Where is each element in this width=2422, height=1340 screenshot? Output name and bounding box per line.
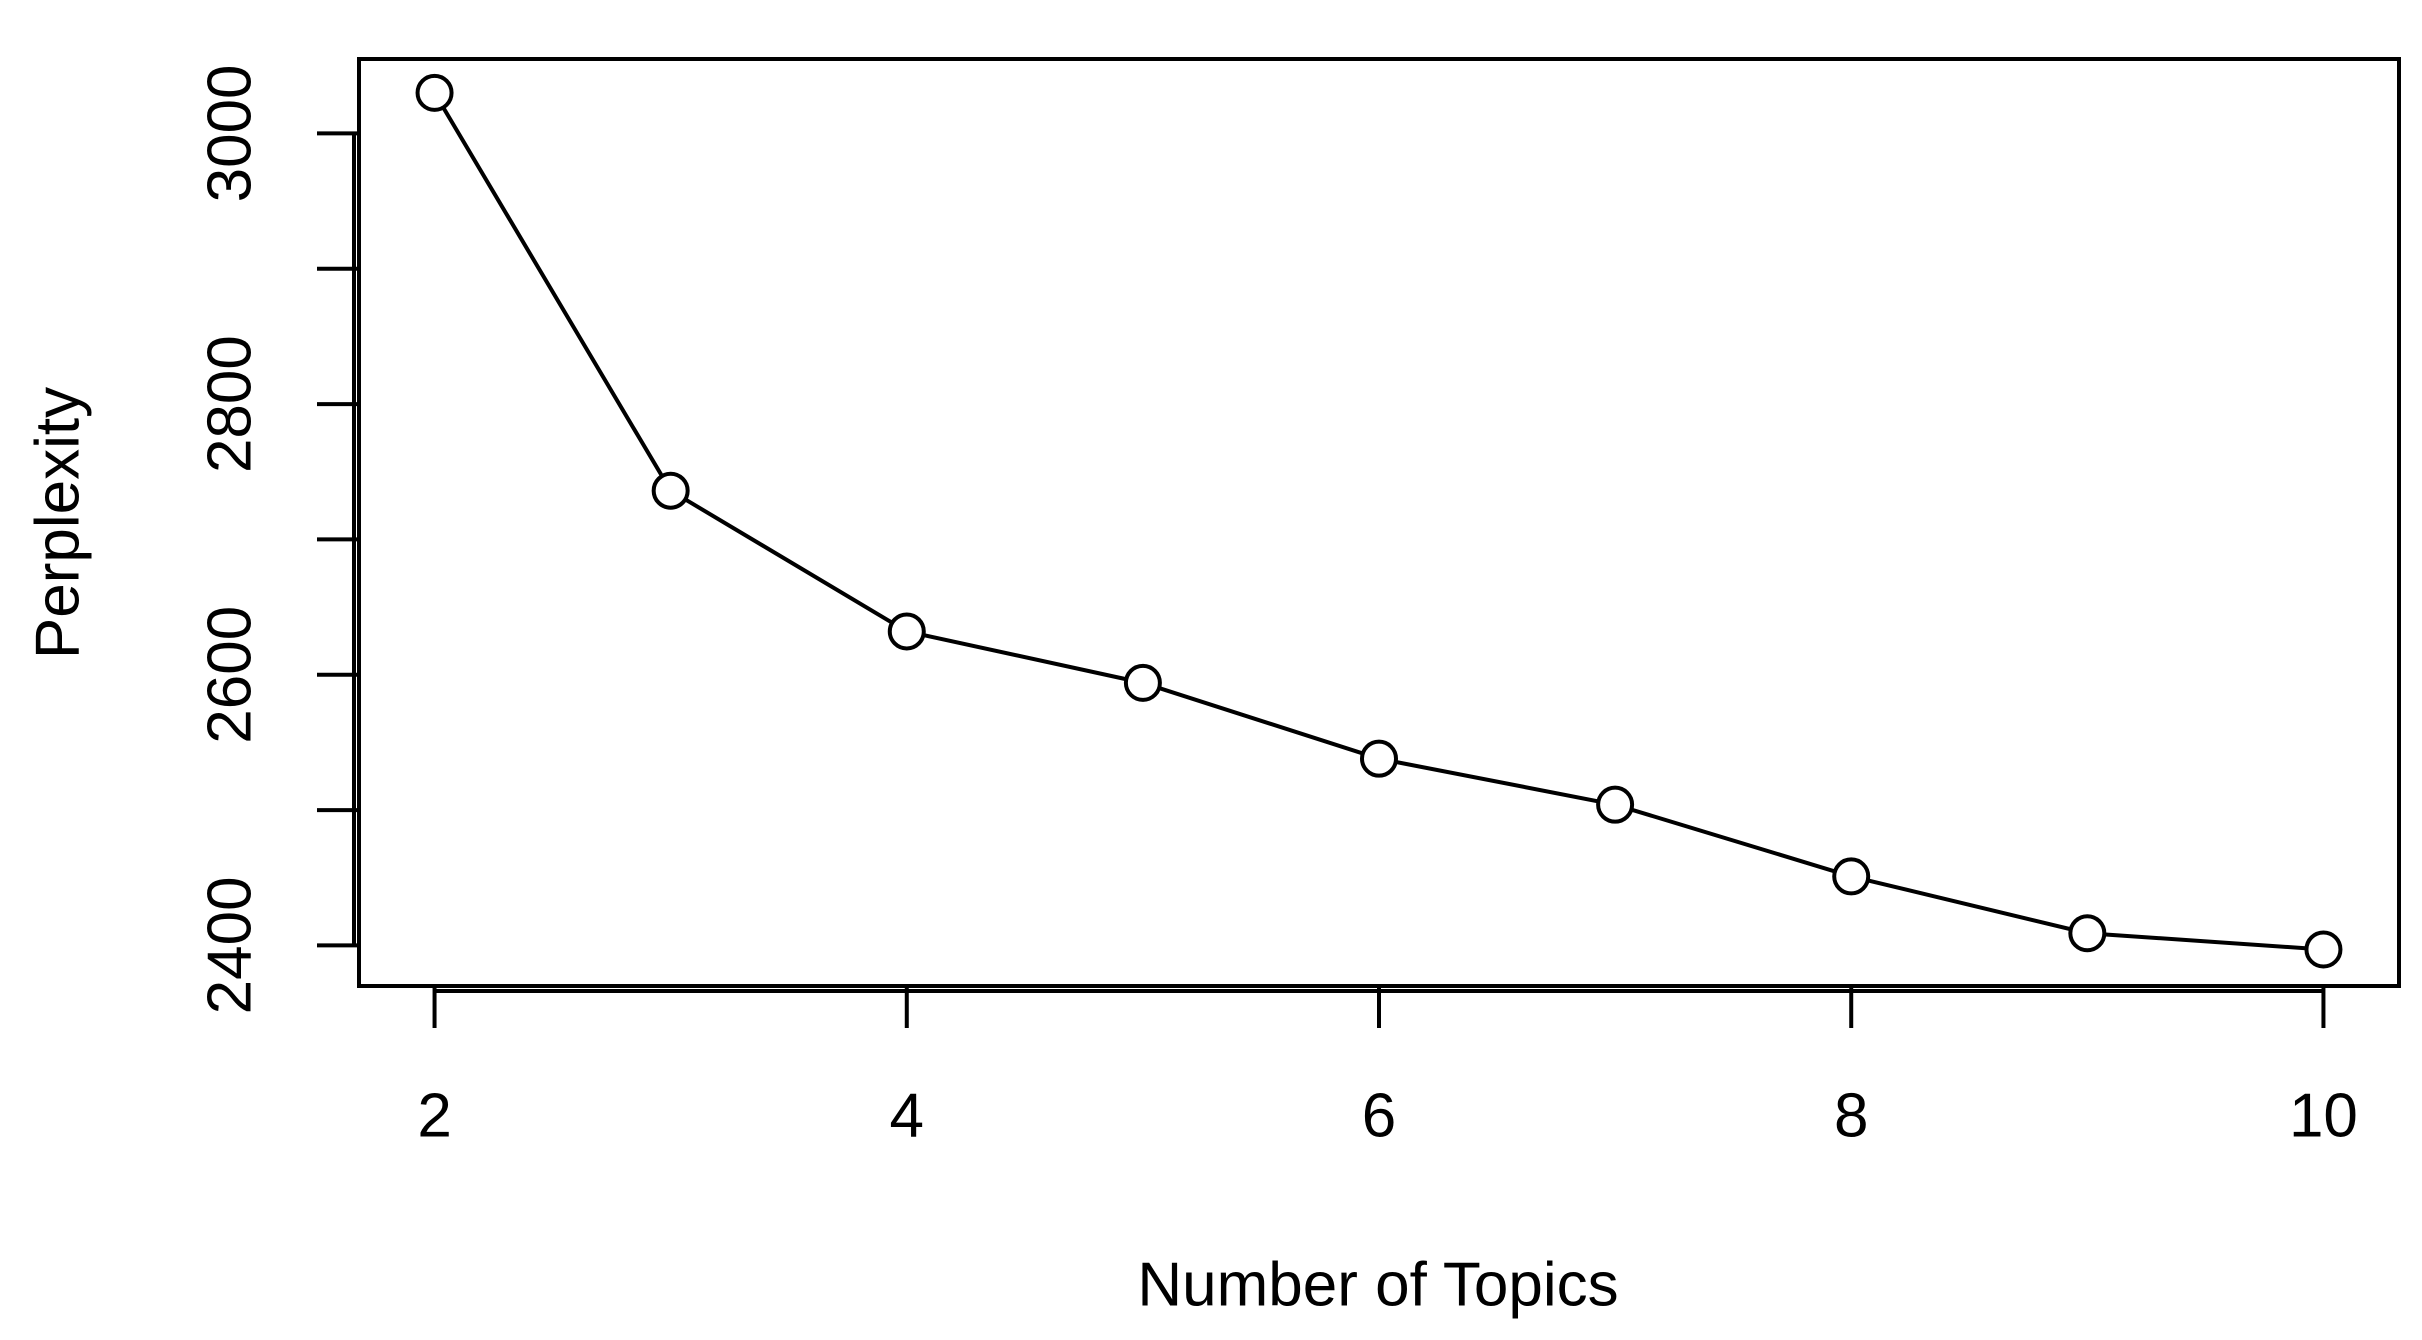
plot-frame [357, 57, 2401, 988]
x-tick-label: 10 [2289, 1081, 2358, 1150]
x-tick-label: 6 [1362, 1081, 1396, 1150]
data-point [887, 612, 926, 651]
x-axis-label: Number of Topics [1137, 1250, 1618, 1319]
data-point [1123, 663, 1162, 702]
data-point [651, 471, 690, 510]
y-tick-label: 3000 [195, 64, 264, 202]
x-tick-label: 8 [1834, 1081, 1868, 1150]
y-tick-label: 2800 [195, 335, 264, 473]
data-point [415, 73, 454, 112]
x-tick-label: 2 [417, 1081, 451, 1150]
y-tick-label: 2600 [195, 606, 264, 744]
data-point [1360, 739, 1398, 778]
series-line [432, 91, 2324, 952]
y-tick-label: 2400 [195, 876, 264, 1014]
data-point [2068, 914, 2107, 953]
y-axis-label: Perplexity [23, 387, 92, 659]
data-point [1596, 785, 1635, 824]
x-tick-label: 4 [890, 1081, 924, 1150]
data-point [1832, 857, 1871, 896]
data-point [2304, 930, 2343, 969]
